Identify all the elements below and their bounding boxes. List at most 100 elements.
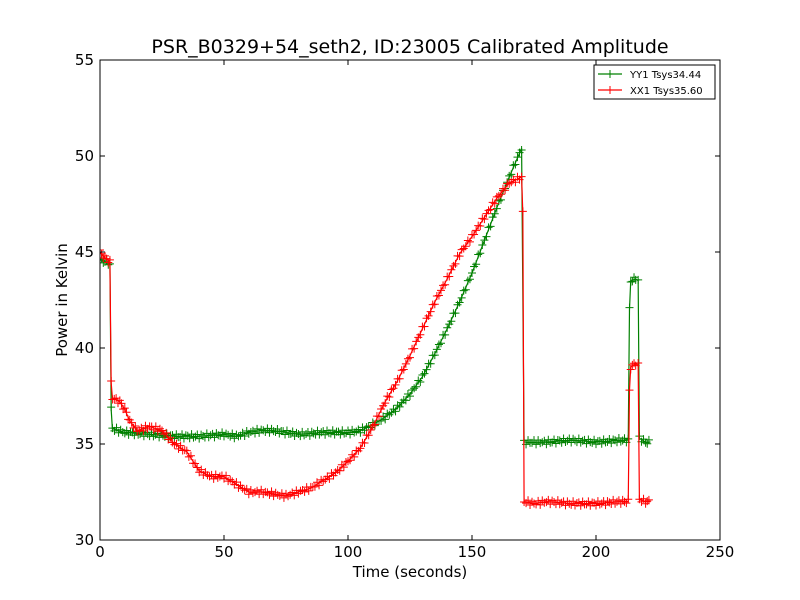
- data-point-yy1: [261, 428, 270, 437]
- data-point-yy1: [437, 339, 445, 348]
- data-point-xx1: [526, 500, 535, 509]
- data-point-xx1: [310, 482, 319, 491]
- data-point-yy1: [628, 277, 637, 286]
- data-point-yy1: [509, 161, 518, 170]
- data-point-xx1: [416, 330, 425, 339]
- data-point-yy1: [432, 345, 441, 354]
- data-point-xx1: [201, 468, 210, 477]
- data-point-yy1: [346, 430, 355, 439]
- data-point-yy1: [426, 359, 435, 368]
- data-point-xx1: [315, 481, 324, 490]
- data-point-xx1: [412, 337, 421, 346]
- data-point-yy1: [470, 262, 479, 271]
- data-point-xx1: [341, 458, 350, 467]
- data-point-yy1: [441, 330, 450, 339]
- data-point-xx1: [482, 209, 491, 218]
- data-point-xx1: [528, 497, 537, 506]
- data-point-xx1: [257, 485, 266, 494]
- data-point-yy1: [321, 430, 330, 439]
- data-point-xx1: [401, 359, 410, 368]
- data-point-xx1: [544, 495, 553, 504]
- data-point-xx1: [595, 500, 604, 509]
- data-point-xx1: [360, 439, 369, 448]
- data-point-yy1: [269, 427, 278, 436]
- data-point-xx1: [117, 399, 126, 408]
- data-point-yy1: [354, 425, 363, 434]
- data-point-yy1: [643, 439, 652, 448]
- data-point-yy1: [505, 171, 514, 180]
- data-point-yy1: [412, 382, 421, 391]
- data-point-yy1: [336, 430, 345, 439]
- data-point-xx1: [253, 486, 262, 495]
- y-tick-label: 55: [75, 51, 94, 69]
- data-point-xx1: [385, 392, 394, 401]
- data-point-xx1: [584, 497, 593, 506]
- data-point-yy1: [401, 396, 410, 405]
- data-point-xx1: [232, 478, 241, 487]
- data-point-yy1: [251, 429, 259, 438]
- data-point-yy1: [532, 440, 541, 449]
- data-point-xx1: [399, 365, 408, 374]
- legend-marker-yy1: [606, 70, 614, 78]
- data-point-xx1: [420, 322, 429, 331]
- data-point-xx1: [616, 499, 625, 508]
- data-point-xx1: [520, 497, 529, 506]
- data-point-xx1: [395, 374, 404, 383]
- data-point-yy1: [403, 390, 412, 399]
- data-point-yy1: [228, 429, 237, 438]
- data-point-yy1: [282, 426, 291, 435]
- data-point-yy1: [517, 145, 526, 154]
- data-point-xx1: [290, 491, 299, 500]
- data-point-yy1: [218, 428, 227, 437]
- data-point-yy1: [257, 425, 266, 434]
- data-point-yy1: [253, 424, 262, 433]
- data-point-yy1: [224, 430, 233, 439]
- data-point-xx1: [494, 191, 503, 200]
- data-point-xx1: [102, 254, 111, 263]
- plot-frame: [99, 59, 721, 541]
- data-point-yy1: [474, 250, 483, 259]
- data-point-yy1: [597, 439, 606, 448]
- data-point-yy1: [634, 275, 643, 284]
- y-tick-label: 45: [75, 243, 94, 261]
- data-point-yy1: [240, 432, 249, 441]
- data-point-yy1: [122, 426, 131, 435]
- data-point-yy1: [255, 428, 264, 437]
- legend-marker-xx1: [606, 86, 614, 94]
- data-point-xx1: [162, 428, 171, 437]
- data-point-xx1: [209, 474, 218, 483]
- data-point-yy1: [259, 426, 268, 435]
- data-point-yy1: [118, 428, 127, 437]
- data-point-yy1: [550, 435, 559, 444]
- data-point-yy1: [507, 170, 516, 179]
- data-point-yy1: [540, 436, 549, 445]
- data-point-xx1: [213, 473, 222, 482]
- data-point-xx1: [457, 245, 466, 254]
- data-point-yy1: [459, 286, 468, 295]
- data-point-xx1: [242, 484, 251, 493]
- data-point-xx1: [484, 206, 493, 215]
- data-point-xx1: [488, 198, 497, 207]
- data-point-yy1: [319, 427, 328, 436]
- data-point-yy1: [155, 433, 164, 442]
- data-point-yy1: [536, 439, 545, 448]
- data-point-xx1: [518, 207, 527, 216]
- data-point-xx1: [432, 292, 441, 301]
- data-point-yy1: [582, 439, 591, 448]
- data-point-yy1: [230, 434, 239, 443]
- data-point-xx1: [131, 422, 140, 431]
- data-point-yy1: [461, 285, 470, 294]
- data-point-xx1: [567, 500, 576, 509]
- data-point-xx1: [403, 354, 412, 363]
- data-point-xx1: [105, 255, 114, 264]
- data-point-xx1: [643, 497, 652, 506]
- data-point-xx1: [108, 395, 117, 404]
- data-point-yy1: [490, 209, 499, 218]
- data-point-xx1: [182, 446, 191, 455]
- data-point-yy1: [488, 213, 497, 222]
- legend-box: [593, 64, 716, 100]
- data-point-xx1: [329, 471, 338, 480]
- data-point-yy1: [302, 429, 311, 438]
- x-tick-label: 200: [582, 543, 611, 561]
